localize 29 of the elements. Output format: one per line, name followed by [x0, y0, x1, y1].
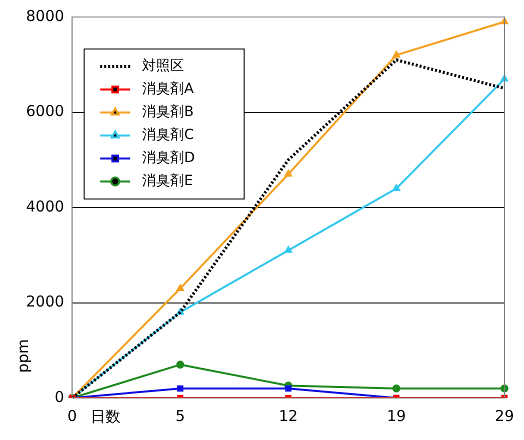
point [176, 284, 184, 291]
point [392, 384, 400, 392]
x-tick-label: 19 [386, 406, 406, 425]
legend-label: 消臭剤E [142, 173, 194, 190]
point [285, 385, 292, 392]
point [284, 170, 292, 177]
point [176, 360, 184, 369]
point [500, 18, 508, 24]
y-tick-label: 6000 [26, 102, 64, 120]
legend-label: 消臭剤D [142, 150, 195, 166]
point [284, 246, 292, 253]
point [392, 51, 400, 58]
point [500, 74, 508, 82]
legend-label: 消臭剤B [142, 104, 194, 120]
point [392, 184, 400, 191]
y-tick-label: 8000 [26, 6, 64, 25]
legend-label: 消臭剤C [142, 127, 194, 144]
x-tick-label: 12 [278, 406, 298, 425]
y-tick-label: 0 [54, 388, 64, 406]
x-tick-label: 5 [175, 406, 186, 425]
legend-label: 消臭剤A [142, 81, 194, 98]
x-axis-title: 日数 [90, 407, 121, 426]
x-tick-label: 0 [67, 406, 77, 425]
y-axis-title: ppm [14, 339, 32, 373]
x-tick-label: 29 [494, 406, 514, 425]
y-tick-label: 2000 [26, 292, 64, 311]
point [177, 385, 184, 392]
y-tick-label: 4000 [26, 197, 64, 216]
legend-label: 対照区 [142, 58, 184, 74]
